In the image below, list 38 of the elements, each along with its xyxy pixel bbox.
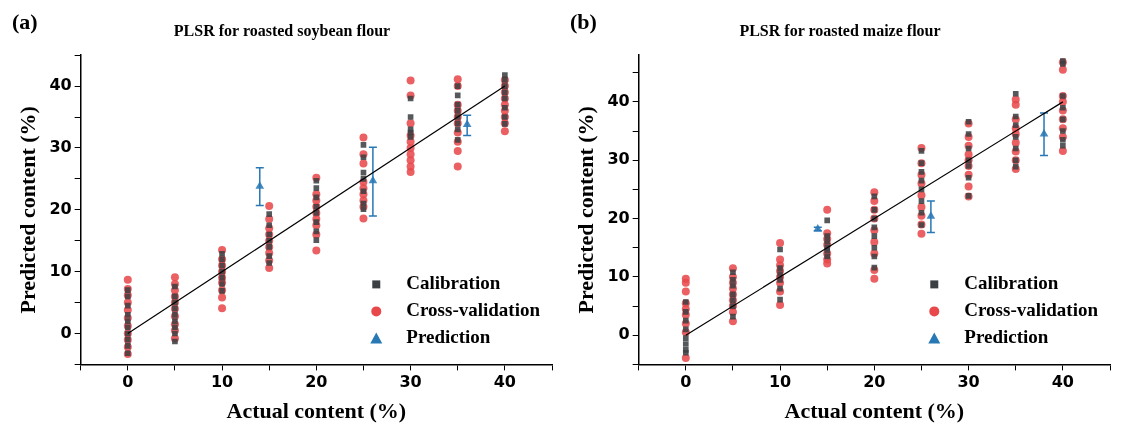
x-tick-label: 30 [957,372,980,392]
x-tick-label: 40 [493,372,516,392]
point [926,211,936,219]
y-tick-label: 40 [49,75,72,95]
y-tick-label: 0 [60,322,72,342]
point [462,119,472,127]
chart-title: PLSR for roasted soybean flour [173,21,391,40]
legend-label: Cross-validation [406,299,541,321]
x-tick-label: 20 [863,372,886,392]
y-tick-label: 10 [607,266,630,286]
y-axis-title: Predicted content (%) [572,106,598,314]
x-tick-label: 30 [399,372,422,392]
y-tick-label: 40 [607,91,630,111]
x-tick-label: 20 [305,372,328,392]
y-axis-title: Predicted content (%) [14,106,40,314]
legend-label: Calibration [964,272,1059,294]
x-tick-label: 10 [768,372,792,392]
point [255,181,265,189]
x-axis-title: Actual content (%) [226,398,407,424]
point [368,175,378,184]
text: (b) [570,8,597,34]
legend-label: Prediction [964,326,1049,348]
legend-label: Calibration [406,272,501,294]
y-tick-label: 30 [49,137,72,157]
chart-title: PLSR for roasted maize flour [739,21,941,39]
x-tick-label: 0 [122,372,134,392]
y-tick-label: 10 [49,260,72,280]
y-tick-label: 20 [607,207,630,227]
x-tick-label: 40 [1051,372,1074,392]
y-tick-label: 30 [607,149,630,169]
text: (a) [12,8,38,34]
legend-label: Cross-validation [964,299,1099,321]
x-tick-label: 10 [210,372,234,392]
legend-label: Prediction [406,326,491,348]
y-tick-label: 0 [618,324,630,344]
x-tick-label: 0 [680,372,692,392]
y-tick-label: 20 [49,198,72,218]
x-axis-title: Actual content (%) [784,398,965,424]
